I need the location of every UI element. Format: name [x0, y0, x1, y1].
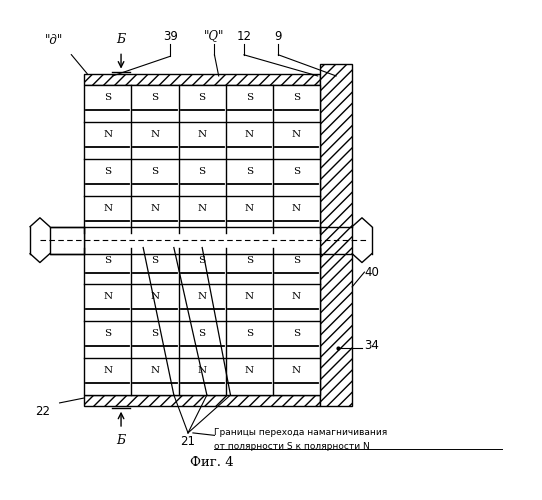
- Text: N: N: [198, 292, 207, 302]
- Text: Б: Б: [117, 34, 126, 46]
- Text: N: N: [292, 366, 301, 375]
- Text: N: N: [103, 366, 112, 375]
- Text: S: S: [198, 330, 206, 338]
- Text: Б: Б: [117, 434, 126, 447]
- Text: N: N: [292, 204, 301, 213]
- Text: S: S: [104, 330, 111, 338]
- Text: N: N: [292, 292, 301, 302]
- Text: S: S: [246, 167, 253, 176]
- Text: Границы перехода намагничивания: Границы перехода намагничивания: [215, 428, 388, 437]
- Text: N: N: [245, 130, 254, 139]
- Text: S: S: [198, 256, 206, 264]
- Text: N: N: [103, 204, 112, 213]
- Text: S: S: [293, 330, 300, 338]
- Text: S: S: [198, 167, 206, 176]
- Bar: [50, 226, 84, 254]
- Text: 21: 21: [180, 436, 196, 448]
- Text: S: S: [151, 167, 158, 176]
- Text: 40: 40: [364, 266, 379, 278]
- Text: S: S: [293, 256, 300, 264]
- Text: N: N: [103, 130, 112, 139]
- Bar: [84, 74, 320, 86]
- Text: N: N: [198, 366, 207, 375]
- Bar: [84, 395, 320, 406]
- Text: N: N: [198, 204, 207, 213]
- Text: S: S: [198, 94, 206, 102]
- Bar: [84, 226, 320, 254]
- Text: "Q": "Q": [204, 30, 224, 43]
- Text: S: S: [151, 94, 158, 102]
- Text: S: S: [104, 94, 111, 102]
- Text: S: S: [104, 256, 111, 264]
- Text: N: N: [103, 292, 112, 302]
- Text: S: S: [246, 256, 253, 264]
- Text: S: S: [151, 256, 158, 264]
- Text: 12: 12: [236, 30, 251, 43]
- Text: S: S: [104, 167, 111, 176]
- Text: S: S: [293, 167, 300, 176]
- Text: от полярности S к полярности N: от полярности S к полярности N: [215, 442, 370, 451]
- Text: S: S: [293, 94, 300, 102]
- Text: N: N: [245, 204, 254, 213]
- Text: N: N: [245, 292, 254, 302]
- Text: N: N: [245, 366, 254, 375]
- Text: 39: 39: [163, 30, 178, 43]
- Text: S: S: [246, 94, 253, 102]
- Text: S: S: [246, 330, 253, 338]
- Text: N: N: [150, 130, 159, 139]
- Bar: [84, 248, 320, 395]
- Text: S: S: [151, 330, 158, 338]
- Text: 34: 34: [364, 340, 379, 352]
- Text: Фиг. 4: Фиг. 4: [190, 456, 234, 469]
- Text: N: N: [150, 292, 159, 302]
- Text: "д": "д": [45, 34, 63, 48]
- Text: 9: 9: [275, 30, 282, 43]
- Text: N: N: [198, 130, 207, 139]
- Bar: [320, 64, 352, 406]
- Text: N: N: [292, 130, 301, 139]
- Bar: [84, 86, 320, 233]
- Text: N: N: [150, 204, 159, 213]
- Text: 22: 22: [35, 406, 50, 418]
- Text: N: N: [150, 366, 159, 375]
